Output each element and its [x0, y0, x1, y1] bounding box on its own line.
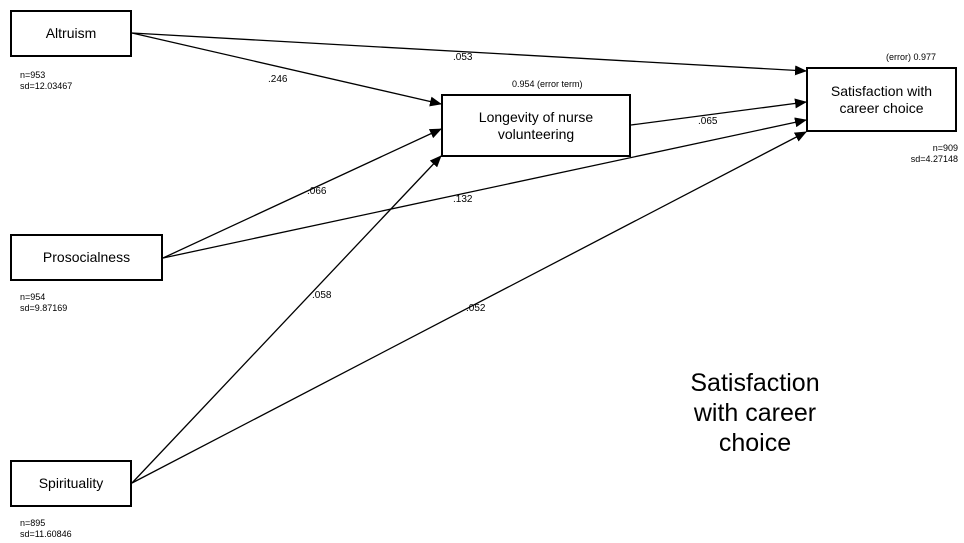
coef-prosocialness-longevity: .066 [307, 186, 327, 197]
coef-altruism-longevity: .246 [268, 74, 288, 85]
altruism-sd: sd=12.03467 [20, 81, 73, 91]
prosocialness-sd: sd=9.87169 [20, 303, 68, 313]
node-prosocialness-label: Prosocialness [42, 249, 131, 265]
arrow-prosocialness-to-longevity [162, 128, 442, 259]
spirituality-stats: n=895 sd=11.60846 [20, 518, 72, 540]
coef-spirituality-satisfaction: .052 [466, 303, 486, 314]
coef-longevity-satisfaction: .065 [698, 116, 718, 127]
longevity-error-term: 0.954 (error term) [512, 79, 583, 89]
coef-prosocialness-satisfaction: .132 [453, 194, 473, 205]
caption-line3: choice [718, 429, 792, 457]
satisfaction-sd: sd=4.27148 [910, 154, 958, 164]
diagram-caption: Satisfaction with career choice [640, 368, 870, 458]
caption-line1: Satisfaction [690, 369, 820, 397]
arrow-prosocialness-to-satisfaction [162, 117, 807, 259]
arrow-spirituality-to-longevity [131, 155, 442, 484]
satisfaction-stats: n=909 sd=4.27148 [911, 143, 958, 165]
arrow-longevity-to-satisfaction [630, 98, 807, 126]
spirituality-sd: sd=11.60846 [20, 529, 72, 539]
satisfaction-n: n=909 [932, 143, 958, 153]
node-longevity-label-line1: Longevity of nurse [478, 108, 594, 125]
prosocialness-n: n=954 [20, 292, 46, 302]
node-satisfaction-label-line1: Satisfaction with [830, 82, 933, 99]
altruism-n: n=953 [20, 70, 46, 80]
satisfaction-error-term: (error) 0.977 [886, 52, 937, 62]
node-spirituality-label: Spirituality [38, 475, 104, 491]
prosocialness-stats: n=954 sd=9.87169 [20, 292, 67, 314]
caption-line2: with career [693, 399, 817, 427]
node-altruism-label: Altruism [45, 25, 97, 41]
arrow-altruism-to-longevity [131, 32, 442, 107]
node-spirituality: Spirituality [10, 460, 132, 507]
coef-spirituality-longevity: .058 [312, 290, 332, 301]
node-longevity-label-line2: volunteering [497, 125, 575, 142]
coef-altruism-satisfaction: .053 [453, 52, 473, 63]
node-satisfaction: Satisfaction with career choice [806, 67, 957, 132]
arrow-altruism-to-satisfaction [131, 32, 807, 76]
node-altruism: Altruism [10, 10, 132, 57]
altruism-stats: n=953 sd=12.03467 [20, 70, 72, 92]
node-satisfaction-label-line2: career choice [839, 99, 924, 116]
node-longevity: Longevity of nurse volunteering [441, 94, 631, 157]
arrow-spirituality-to-satisfaction [131, 131, 807, 484]
spirituality-n: n=895 [20, 518, 46, 528]
node-prosocialness: Prosocialness [10, 234, 163, 281]
